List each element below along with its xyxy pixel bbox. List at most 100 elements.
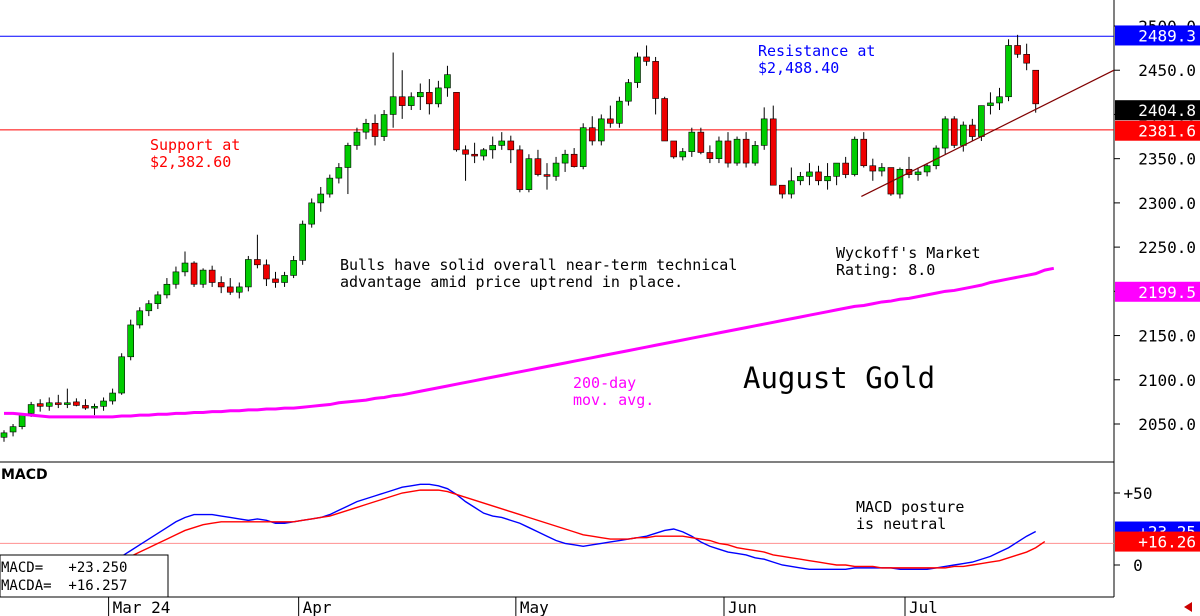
price-tick-label: 2300.0 bbox=[1138, 194, 1196, 213]
date-label: Mar 24 bbox=[113, 598, 171, 616]
candle bbox=[0, 430, 8, 442]
candle bbox=[860, 132, 868, 168]
svg-text:+16.26: +16.26 bbox=[1138, 533, 1196, 552]
candle bbox=[625, 79, 632, 106]
candle bbox=[570, 148, 578, 168]
candle bbox=[73, 398, 80, 407]
candle bbox=[127, 319, 134, 361]
candle bbox=[724, 132, 732, 168]
candle bbox=[371, 114, 379, 146]
candle bbox=[652, 56, 659, 115]
candle bbox=[416, 83, 424, 111]
candle bbox=[308, 198, 316, 228]
candle bbox=[950, 116, 958, 149]
macd-tick-label: 0 bbox=[1133, 556, 1143, 575]
candle bbox=[715, 136, 723, 164]
wyckoff-rating-line1: Wyckoff's Market bbox=[836, 244, 981, 262]
candle bbox=[281, 271, 288, 287]
candle bbox=[489, 136, 497, 159]
candle bbox=[1005, 39, 1012, 102]
ma-annotation-line2: mov. avg. bbox=[573, 391, 654, 409]
candle bbox=[498, 132, 506, 150]
macd-tick-label: +50 bbox=[1124, 484, 1153, 503]
macd-tag: +16.26 bbox=[1115, 531, 1200, 552]
candle bbox=[317, 186, 325, 212]
price-tick-label: 2350.0 bbox=[1138, 150, 1196, 169]
candle bbox=[471, 142, 478, 164]
candle bbox=[91, 403, 98, 416]
candle bbox=[552, 156, 560, 181]
candle bbox=[588, 116, 596, 146]
price-tick-label: 2050.0 bbox=[1138, 415, 1196, 434]
candle bbox=[199, 268, 207, 288]
candle bbox=[444, 65, 451, 97]
price-tick-label: 2100.0 bbox=[1138, 371, 1196, 390]
svg-text:2381.6: 2381.6 bbox=[1138, 122, 1196, 141]
candle bbox=[9, 424, 17, 437]
trendline bbox=[861, 69, 1115, 198]
candle bbox=[254, 234, 261, 269]
candle bbox=[172, 266, 180, 289]
wyckoff-rating-line2: Rating: 8.0 bbox=[836, 261, 935, 279]
bulls-annotation-line2: advantage amid price uptrend in place. bbox=[340, 273, 683, 291]
candle bbox=[670, 140, 678, 159]
candle bbox=[751, 140, 759, 166]
candle bbox=[833, 162, 840, 186]
candle bbox=[688, 127, 696, 157]
svg-text:2489.3: 2489.3 bbox=[1138, 26, 1196, 45]
candle bbox=[100, 397, 107, 411]
candle bbox=[760, 107, 768, 150]
candle bbox=[245, 255, 252, 292]
candle bbox=[869, 158, 877, 181]
scroll-left-arrow-icon[interactable] bbox=[1184, 602, 1192, 612]
support-annotation-line2: $2,382.60 bbox=[150, 153, 231, 171]
candle bbox=[1014, 34, 1021, 58]
price-tag: 2404.8 bbox=[1115, 100, 1200, 121]
candle bbox=[561, 149, 569, 172]
candle bbox=[987, 92, 994, 115]
candle bbox=[426, 79, 433, 115]
ma-200-line bbox=[4, 266, 1055, 419]
candle bbox=[64, 388, 71, 409]
resistance-annotation-line1: Resistance at bbox=[758, 42, 875, 60]
candle bbox=[163, 278, 171, 299]
support-annotation-line1: Support at bbox=[150, 136, 240, 154]
candle bbox=[380, 110, 388, 141]
candle bbox=[398, 70, 406, 119]
bulls-annotation-line1: Bulls have solid overall near-term techn… bbox=[340, 256, 737, 274]
candle bbox=[136, 307, 144, 329]
candle bbox=[190, 261, 198, 287]
candle bbox=[507, 135, 515, 164]
candle bbox=[109, 388, 116, 405]
candle bbox=[82, 399, 89, 410]
macd-lines bbox=[3, 483, 1046, 598]
candle bbox=[534, 149, 542, 177]
candle bbox=[806, 163, 813, 186]
macd-panel-title: MACD bbox=[1, 467, 48, 483]
date-label: May bbox=[520, 598, 549, 616]
candle bbox=[607, 105, 614, 128]
candle bbox=[969, 118, 976, 141]
candle bbox=[643, 45, 650, 66]
candle bbox=[597, 114, 605, 146]
candle bbox=[661, 96, 668, 142]
candle bbox=[54, 394, 62, 409]
price-tag: 2489.3 bbox=[1115, 25, 1200, 46]
candles bbox=[0, 34, 1039, 442]
price-tick-label: 2450.0 bbox=[1138, 61, 1196, 80]
candle bbox=[181, 251, 189, 277]
candle bbox=[362, 118, 370, 140]
candle bbox=[263, 259, 270, 287]
macd-legend-macd: MACD= +23.250 bbox=[1, 560, 127, 576]
candle bbox=[769, 105, 777, 186]
candle bbox=[923, 163, 931, 177]
price-tick-label: 2250.0 bbox=[1138, 238, 1196, 257]
candle bbox=[36, 399, 44, 412]
price-tick-label: 2150.0 bbox=[1138, 327, 1196, 346]
chart-title: August Gold bbox=[743, 361, 935, 395]
candle bbox=[389, 52, 397, 128]
candle bbox=[353, 127, 361, 150]
candle bbox=[453, 92, 460, 152]
resistance-annotation-line2: $2,488.40 bbox=[758, 59, 839, 77]
